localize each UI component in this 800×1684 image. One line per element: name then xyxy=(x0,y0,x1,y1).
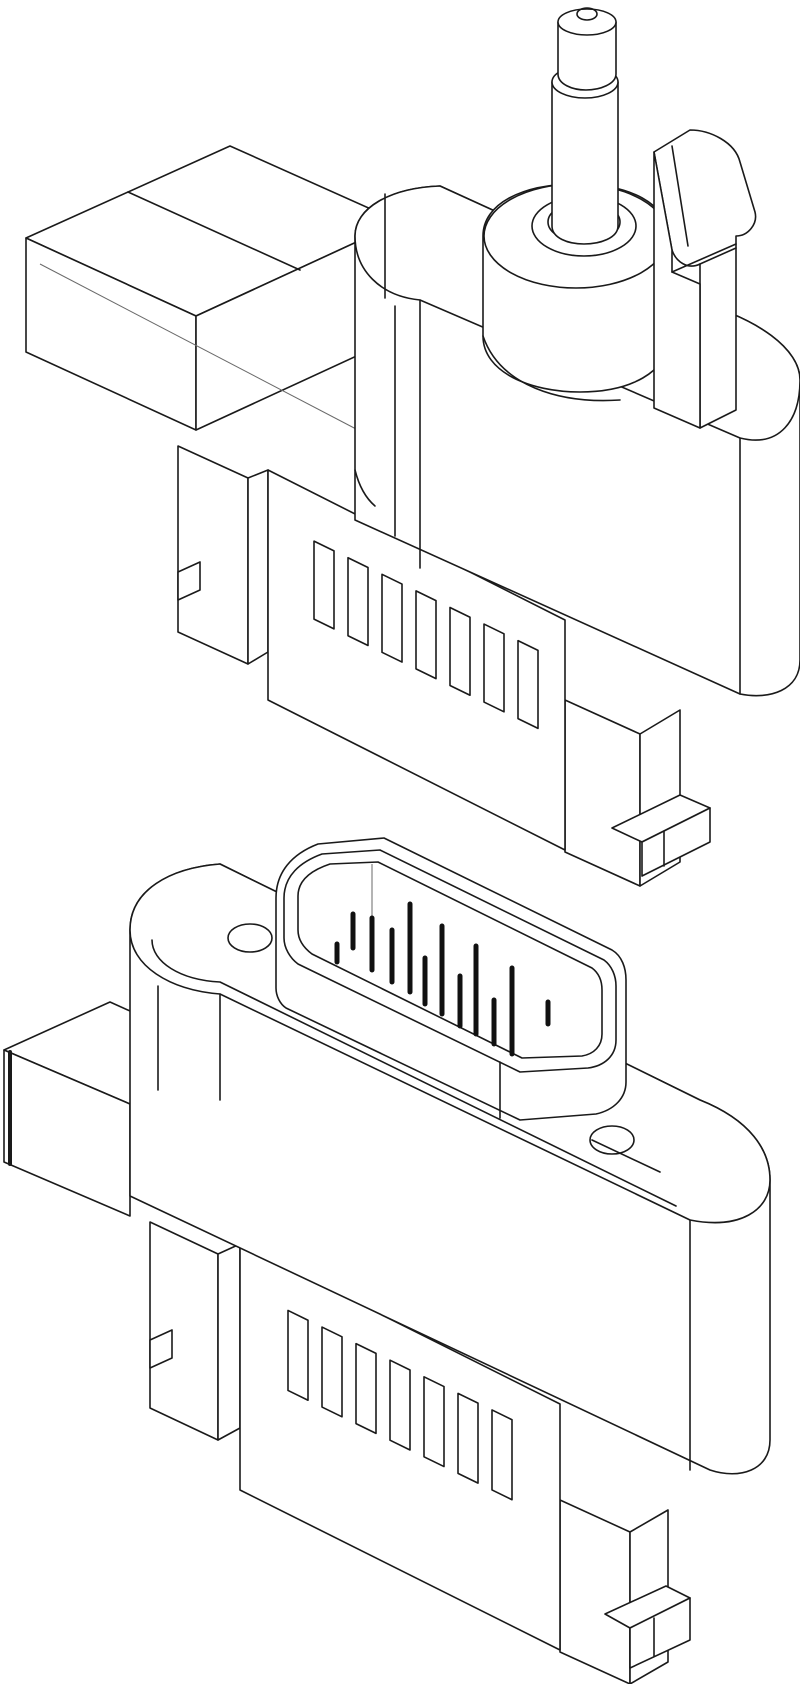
lower-d-sub-shell xyxy=(276,838,626,1120)
mounting-hole-right xyxy=(590,1126,634,1154)
upper-front-face xyxy=(268,470,565,850)
upper-cable-boot xyxy=(26,146,400,430)
lower-mounting-holes xyxy=(228,924,660,1172)
lower-side-bracket-left xyxy=(150,1222,240,1440)
mounting-hole-left xyxy=(228,924,272,952)
upper-vent-slots xyxy=(314,541,538,728)
lower-front-face xyxy=(240,1244,560,1650)
lower-connector xyxy=(4,838,770,1684)
lower-contact-pins xyxy=(337,904,548,1054)
upper-strain-relief-post xyxy=(552,8,618,244)
lower-side-bracket-right xyxy=(560,1500,690,1684)
upper-latch-clip xyxy=(654,130,756,428)
upper-connector xyxy=(26,8,800,886)
lower-vent-slots xyxy=(288,1310,512,1499)
upper-side-bracket-right xyxy=(565,700,710,886)
upper-side-bracket-left xyxy=(178,446,268,664)
